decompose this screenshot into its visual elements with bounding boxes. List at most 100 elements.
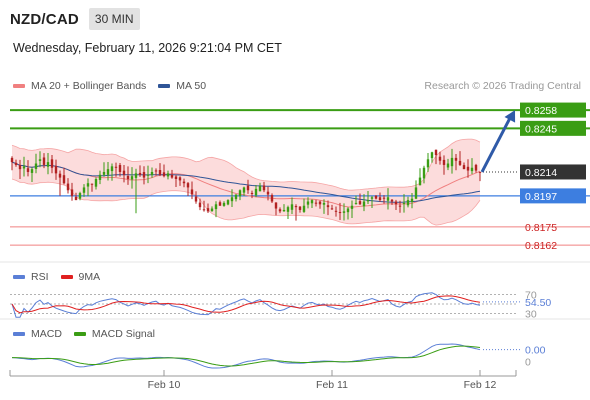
candle-body (362, 201, 366, 207)
candle-body (226, 200, 230, 205)
candle-body (42, 157, 46, 165)
candle-body (334, 210, 338, 212)
candle-body (422, 167, 426, 179)
candle-body (398, 205, 402, 207)
price-level-label-0.8162: 0.8162 (525, 240, 557, 252)
price-level-label-0.8197: 0.8197 (525, 191, 557, 203)
candle-body (390, 199, 394, 202)
candle-body (414, 187, 418, 199)
candle-body (402, 202, 406, 204)
candle-body (214, 204, 218, 210)
bollinger-band-fill (12, 139, 480, 226)
candle-body (98, 174, 102, 180)
candle-body (114, 166, 118, 168)
candle-body (30, 169, 34, 173)
candle-body (342, 211, 346, 213)
candle-body (478, 171, 482, 173)
candle-body (162, 172, 166, 177)
candle-body (38, 159, 42, 161)
candle-body (46, 162, 50, 167)
price-level-label-0.8175: 0.8175 (525, 222, 557, 234)
rsi-tick-30: 30 (525, 309, 537, 321)
candle-body (358, 201, 362, 205)
candle-body (286, 207, 290, 212)
candle-body (146, 174, 150, 176)
candle-body (58, 173, 62, 178)
candle-body (350, 205, 354, 209)
bollinger-lower-band (11, 178, 481, 226)
timeframe-badge[interactable]: 30 MIN (88, 8, 140, 30)
candle-body (310, 200, 314, 204)
candle-body (138, 172, 142, 175)
candle-body (118, 165, 122, 172)
candle-body (438, 156, 442, 161)
candle-body (66, 183, 70, 191)
candle-body (474, 164, 478, 171)
candle-body (294, 206, 298, 208)
candle-body (202, 209, 206, 211)
candle-body (22, 166, 26, 169)
candle-body (306, 201, 310, 205)
candle-body (274, 202, 278, 209)
candle-body (10, 157, 14, 163)
instrument-title: NZD/CAD (10, 10, 79, 28)
price-level-badge-0.8214 (520, 164, 586, 180)
ma50-legend-swatch (158, 84, 171, 88)
candle-body (302, 205, 306, 212)
target-projection-arrowhead (504, 110, 516, 123)
candle-body (74, 196, 78, 201)
target-projection-arrow (480, 115, 513, 173)
candle-body (186, 183, 190, 188)
candle-body (182, 181, 186, 184)
candle-body (254, 188, 258, 196)
rsi-legend-swatch (13, 275, 25, 279)
candle-body (442, 159, 446, 165)
candle-body (174, 176, 178, 179)
candle-body (262, 185, 266, 191)
macd-legend: MACD MACD Signal (13, 328, 155, 340)
macd-legend-swatch (13, 332, 25, 336)
candle-body (470, 167, 474, 172)
candle-body (386, 197, 390, 201)
candle-body (426, 159, 430, 168)
price-level-badge-0.8258 (520, 102, 586, 118)
candle-body (218, 202, 222, 206)
x-tick-label: Feb 11 (316, 379, 348, 391)
candle-body (178, 177, 182, 181)
candle-body (378, 197, 382, 201)
candle-body (278, 209, 282, 212)
candle-body (462, 165, 466, 170)
candle-body (338, 212, 342, 214)
candle-body (418, 177, 422, 186)
rsi-ma-legend-swatch (60, 275, 73, 279)
candle-body (466, 166, 470, 171)
candle-body (410, 198, 414, 202)
candle-body (234, 194, 238, 200)
research-credit: Research © 2026 Trading Central (424, 80, 581, 92)
macd-signal-legend-label: MACD Signal (91, 328, 155, 340)
ma20-legend-swatch (13, 84, 25, 88)
candle-body (298, 206, 302, 210)
candle-body (382, 197, 386, 199)
candle-body (90, 183, 94, 185)
macd-legend-label: MACD (31, 328, 62, 340)
candle-body (246, 185, 250, 191)
candle-body (346, 208, 350, 213)
candle-body (126, 175, 130, 179)
candle-body (26, 168, 30, 172)
candle-body (322, 202, 326, 205)
candle-body (230, 197, 234, 202)
candle-body (242, 187, 246, 193)
rsi-legend-label: RSI (31, 271, 49, 283)
candle-body (54, 165, 58, 174)
candle-body (222, 202, 226, 206)
ma20-legend-label: MA 20 + Bollinger Bands (31, 80, 147, 92)
candle-body (282, 209, 286, 212)
candle-body (130, 176, 134, 180)
candle-body (354, 202, 358, 204)
main-legend: MA 20 + Bollinger Bands MA 50 (13, 80, 206, 92)
candle-body (122, 170, 126, 175)
candle-body (318, 201, 322, 205)
candle-body (406, 200, 410, 206)
